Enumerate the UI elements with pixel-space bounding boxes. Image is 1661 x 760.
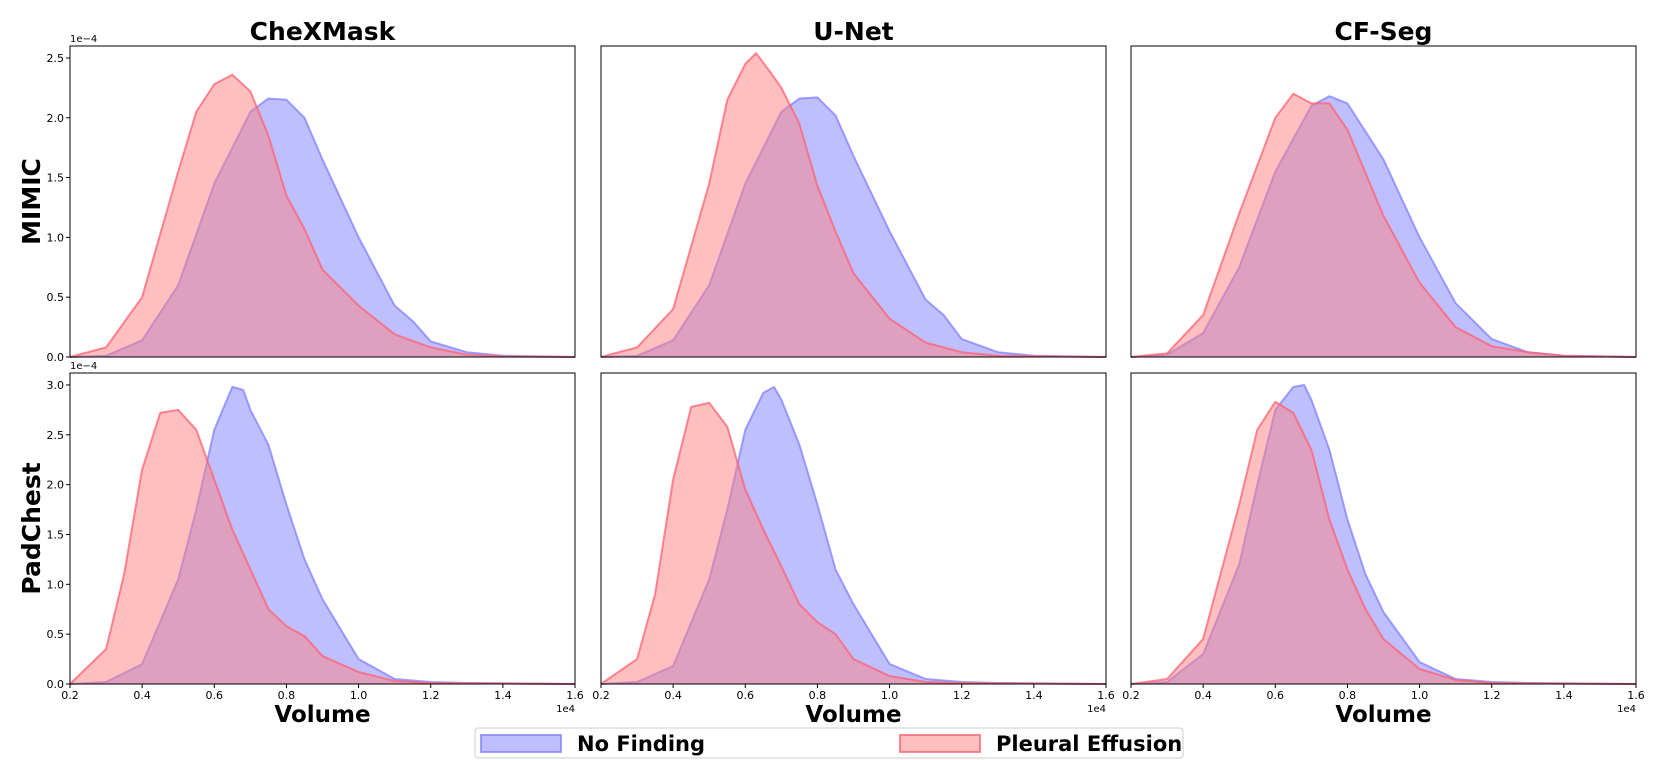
x-tick-label: 1.2 <box>953 689 971 702</box>
x-tick-label: 0.4 <box>1194 689 1212 702</box>
x-tick-label: 0.6 <box>206 689 224 702</box>
panel-frame <box>1130 45 1637 358</box>
line-pleural-effusion-u-net-padchest <box>600 401 1107 685</box>
x-tick-label: 0.2 <box>1122 689 1140 702</box>
area-pleural-effusion-u-net-mimic <box>601 53 1106 357</box>
legend-swatch-pleural-effusion <box>899 734 981 753</box>
line-pleural-effusion-cf-seg-mimic <box>1130 92 1637 358</box>
panel-frame <box>600 372 1107 685</box>
x-offset-label: 1e4 <box>1087 704 1106 715</box>
y-tick-label: 0.0 <box>47 678 65 691</box>
y-tick-label: 0.0 <box>47 351 65 364</box>
x-tick-label: 1.0 <box>350 689 368 702</box>
y-tick-label: 1.0 <box>47 578 65 591</box>
x-tick-label: 0.8 <box>278 689 296 702</box>
panel-u-net-mimic <box>600 45 1107 358</box>
panel-u-net-padchest: 0.2 0.4 0.6 0.8 1.0 1.2 1.4 1.6 1e4 Volume <box>592 372 1115 728</box>
y-offset-label: 1e−4 <box>70 361 97 372</box>
x-tick-label: 0.6 <box>737 689 755 702</box>
legend-frame <box>474 727 1184 759</box>
line-pleural-effusion-chexmask-padchest <box>69 408 576 685</box>
x-tick-label: 0.2 <box>592 689 610 702</box>
area-pleural-effusion-chexmask-mimic <box>70 74 575 357</box>
x-tick-label: 0.6 <box>1267 689 1285 702</box>
panel-frame <box>69 372 576 685</box>
panel-chexmask-padchest: 0.0 0.5 1.0 1.5 2.0 2.5 3.0 1e−4 0.2 0.4 0.6 0.8 1.0… <box>47 361 584 728</box>
y-tick-label: 2.5 <box>47 52 65 65</box>
x-axis-label: Volume <box>274 702 370 728</box>
legend-label-pleural-effusion: Pleural Effusion <box>996 732 1182 756</box>
row-label-mimic: MIMIC <box>17 158 46 245</box>
x-axis-label: Volume <box>805 702 901 728</box>
panel-cf-seg-mimic <box>1130 45 1637 358</box>
y-tick-label: 0.5 <box>47 291 65 304</box>
panel-chexmask-mimic: 0.0 0.5 1.0 1.5 2.0 2.5 1e−4 <box>47 34 576 364</box>
y-offset-label: 1e−4 <box>70 34 97 45</box>
x-tick-label: 0.8 <box>809 689 827 702</box>
x-tick-label: 0.8 <box>1339 689 1357 702</box>
panel-frame <box>600 45 1107 358</box>
x-tick-label: 1.6 <box>1627 689 1645 702</box>
legend-swatch-no-finding <box>480 734 562 753</box>
column-title-cf-seg: CF-Seg <box>1335 17 1433 46</box>
y-tick-label: 0.5 <box>47 628 65 641</box>
x-tick-label: 1.0 <box>881 689 899 702</box>
column-title-u-net: U-Net <box>813 17 894 46</box>
area-pleural-effusion-chexmask-padchest <box>70 409 575 684</box>
x-axis-label: Volume <box>1335 702 1431 728</box>
x-tick-label: 1.2 <box>422 689 440 702</box>
y-tick-label: 2.0 <box>47 112 65 125</box>
x-tick-label: 0.4 <box>664 689 682 702</box>
y-tick-label: 1.5 <box>47 528 65 541</box>
area-pleural-effusion-cf-seg-mimic <box>1131 93 1636 358</box>
x-tick-label: 1.2 <box>1483 689 1501 702</box>
y-tick-label: 2.5 <box>47 429 65 442</box>
y-tick-label: 3.0 <box>47 379 65 392</box>
y-tick-label: 1.5 <box>47 172 65 185</box>
panel-cf-seg-padchest: 0.2 0.4 0.6 0.8 1.0 1.2 1.4 1.6 1e4 Volume <box>1122 372 1645 728</box>
x-tick-label: 1.6 <box>566 689 584 702</box>
x-tick-label: 1.4 <box>1025 689 1043 702</box>
line-pleural-effusion-cf-seg-padchest <box>1130 400 1637 685</box>
x-tick-label: 1.0 <box>1411 689 1429 702</box>
panel-frame <box>1130 372 1637 685</box>
y-tick-label: 1.0 <box>47 231 65 244</box>
area-pleural-effusion-cf-seg-padchest <box>1131 401 1636 684</box>
x-offset-label: 1e4 <box>556 704 575 715</box>
column-title-chexmask: CheXMask <box>250 17 397 46</box>
x-offset-label: 1e4 <box>1617 704 1636 715</box>
y-tick-label: 2.0 <box>47 479 65 492</box>
line-pleural-effusion-u-net-mimic <box>600 52 1107 358</box>
x-tick-label: 0.2 <box>61 689 79 702</box>
panel-frame <box>69 45 576 358</box>
line-pleural-effusion-chexmask-mimic <box>69 73 576 358</box>
row-label-padchest: PadChest <box>17 462 46 594</box>
x-tick-label: 1.4 <box>1555 689 1573 702</box>
x-tick-label: 0.4 <box>133 689 151 702</box>
legend-label-no-finding: No Finding <box>577 732 705 756</box>
x-tick-label: 1.4 <box>494 689 512 702</box>
legend: No Finding Pleural Effusion <box>474 727 1184 759</box>
x-tick-label: 1.6 <box>1097 689 1115 702</box>
area-pleural-effusion-u-net-padchest <box>601 402 1106 684</box>
